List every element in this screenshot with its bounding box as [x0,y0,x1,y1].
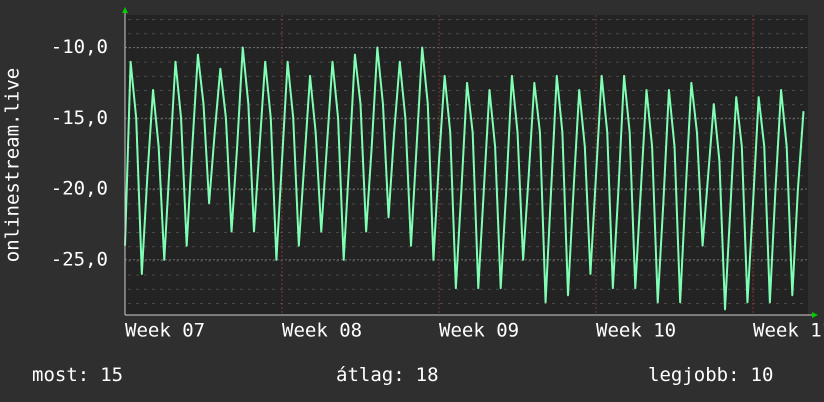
y-arrow [122,7,128,13]
plot-area [125,15,808,315]
stat: legjobb: 10 [648,364,773,386]
y-tick-label: -15,0 [51,107,108,129]
stat-label: legjobb: [648,364,740,386]
stat-value: 18 [416,364,439,386]
series-line [124,46,805,311]
x-tick-label: Week 07 [125,320,205,342]
x-arrow [812,312,818,318]
y-tick-label: -10,0 [51,36,108,58]
y-tick-label: -20,0 [51,178,108,200]
x-tick-label: Week 09 [439,320,519,342]
y-axis-label: onlinestream.live [2,68,24,262]
stat-label: átlag: [336,364,405,386]
stat: átlag: 18 [336,364,439,386]
x-tick-label: Week 11 [753,320,824,342]
stat-label: most: [32,364,89,386]
y-tick-label: -25,0 [51,248,108,270]
x-tick-label: Week 10 [596,320,676,342]
stat-value: 10 [751,364,774,386]
stat-value: 15 [100,364,123,386]
stat: most: 15 [32,364,123,386]
x-tick-label: Week 08 [282,320,362,342]
